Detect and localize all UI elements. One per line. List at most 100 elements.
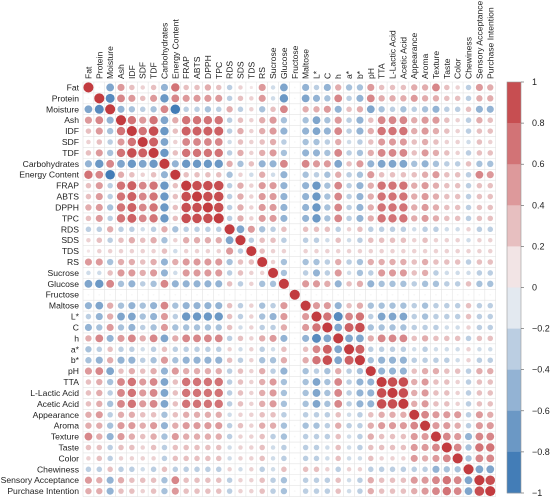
correlation-cell <box>454 106 461 113</box>
correlation-cell <box>400 466 407 473</box>
correlation-cell <box>84 258 92 266</box>
correlation-cell <box>293 402 296 405</box>
correlation-cell <box>115 115 127 126</box>
correlation-cell <box>389 226 396 233</box>
correlation-cell <box>150 477 157 483</box>
correlation-cell <box>182 302 190 310</box>
correlation-cell <box>248 161 255 167</box>
correlation-cell <box>465 182 472 189</box>
correlation-cell <box>171 160 179 168</box>
row-label: pH <box>68 366 79 376</box>
correlation-cell <box>170 169 181 180</box>
correlation-cell <box>388 192 397 201</box>
correlation-cell <box>161 477 168 484</box>
correlation-cell <box>106 367 115 376</box>
correlation-cell <box>368 270 374 276</box>
correlation-cell <box>280 422 288 429</box>
correlation-cell <box>432 83 440 92</box>
row-label: Moisture <box>46 104 79 114</box>
column-label: Fructose <box>290 45 300 79</box>
correlation-cell <box>465 193 472 200</box>
correlation-cell <box>324 488 331 494</box>
correlation-cell <box>465 128 472 134</box>
correlation-cell <box>160 279 169 288</box>
correlation-cell <box>172 390 179 396</box>
correlation-cell <box>172 150 179 156</box>
correlation-cell <box>259 171 266 178</box>
correlation-cell <box>172 182 179 189</box>
correlation-cell <box>238 172 243 177</box>
correlation-cell <box>138 203 147 212</box>
correlation-cell <box>96 346 103 353</box>
correlation-cell <box>399 116 408 125</box>
correlation-cell <box>399 126 408 136</box>
correlation-cell <box>226 401 233 407</box>
correlation-cell <box>204 94 212 102</box>
correlation-cell <box>410 421 419 430</box>
correlation-cell <box>293 250 296 253</box>
correlation-cell <box>346 204 352 211</box>
correlation-cell <box>106 433 114 441</box>
correlation-cell <box>411 281 417 287</box>
correlation-cell <box>217 293 220 296</box>
correlation-cell <box>127 148 137 158</box>
correlation-cell <box>280 389 288 397</box>
correlation-cell <box>454 313 461 320</box>
correlation-cell <box>185 293 188 296</box>
correlation-cell <box>335 258 342 266</box>
correlation-cell <box>227 139 232 145</box>
correlation-cell <box>444 204 450 211</box>
correlation-cell <box>97 248 102 254</box>
correlation-cell <box>85 466 92 473</box>
correlation-cell <box>389 237 396 243</box>
correlation-cell <box>346 128 352 134</box>
correlation-cell <box>377 214 386 223</box>
correlation-cell <box>281 466 287 473</box>
correlation-cell <box>325 445 330 450</box>
correlation-cell <box>378 324 385 331</box>
correlation-cell <box>378 84 385 91</box>
correlation-cell <box>272 293 274 296</box>
correlation-cell <box>465 171 472 178</box>
correlation-cell <box>139 269 146 277</box>
correlation-cell <box>270 445 276 450</box>
correlation-cell <box>215 94 223 102</box>
correlation-cell <box>270 96 276 101</box>
column-label: Sensory Acceptance <box>474 0 484 79</box>
correlation-cell <box>238 325 243 330</box>
correlation-cell <box>411 270 417 276</box>
correlation-cell <box>380 293 383 296</box>
correlation-cell <box>226 368 233 374</box>
correlation-cell <box>463 464 474 475</box>
row-label: FRAP <box>56 181 79 191</box>
correlation-cell <box>95 356 103 364</box>
correlation-cell <box>226 477 233 483</box>
correlation-cell <box>183 477 189 483</box>
correlation-cell <box>293 424 296 427</box>
correlation-cell <box>148 126 159 136</box>
correlation-cell <box>118 226 124 233</box>
correlation-cell <box>138 159 147 168</box>
correlation-cell <box>355 322 365 333</box>
correlation-cell <box>150 422 158 430</box>
correlation-cell <box>181 126 191 136</box>
correlation-cell <box>444 401 450 407</box>
correlation-cell <box>259 226 266 233</box>
correlation-cell <box>487 226 494 233</box>
correlation-cell <box>486 443 495 452</box>
correlation-cell <box>193 258 201 266</box>
correlation-cell <box>433 357 439 363</box>
correlation-cell <box>442 432 451 441</box>
correlation-cell <box>466 248 471 254</box>
correlation-cell <box>281 139 287 145</box>
correlation-cell <box>215 346 222 353</box>
correlation-cell <box>388 422 397 430</box>
correlation-cell <box>249 216 254 221</box>
correlation-cell <box>487 204 494 211</box>
correlation-cell <box>444 390 450 396</box>
correlation-cell <box>259 433 265 440</box>
correlation-cell <box>107 215 113 222</box>
correlation-cell <box>293 184 296 187</box>
correlation-cell <box>475 83 483 92</box>
correlation-cell <box>139 313 146 320</box>
